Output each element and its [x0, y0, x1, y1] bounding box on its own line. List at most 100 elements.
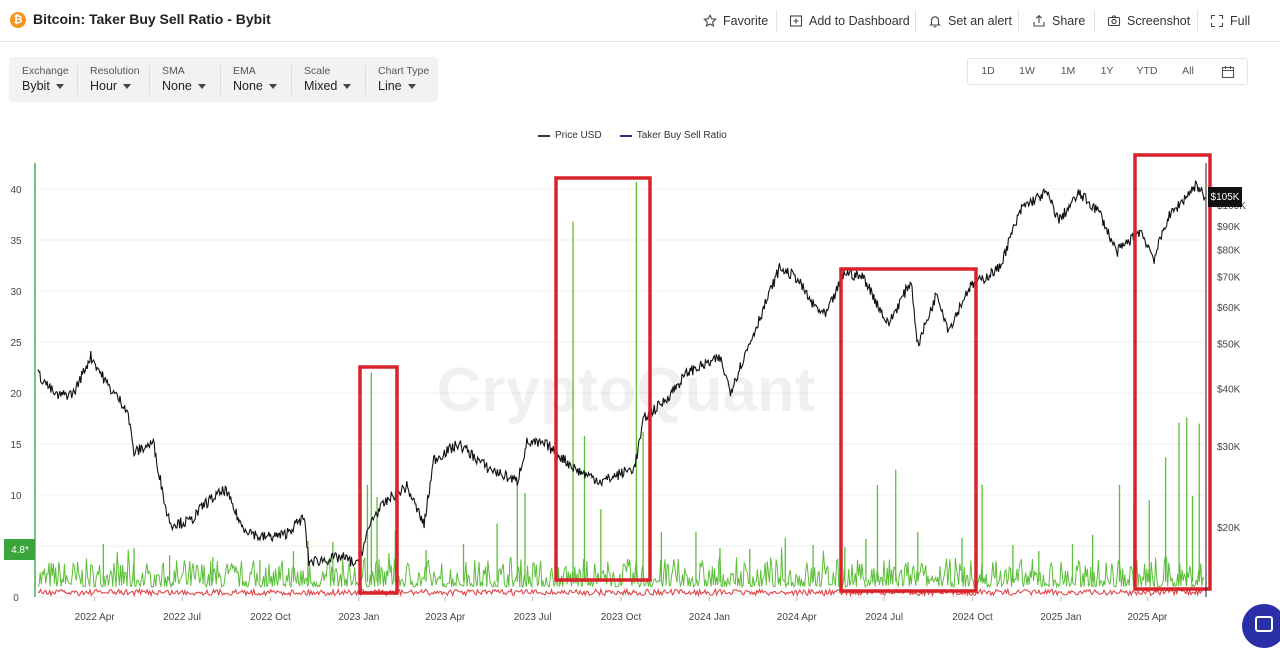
right-tick-label: $80K [1217, 246, 1241, 257]
x-tick-label: 2023 Apr [425, 612, 466, 623]
right-tick-label: $20K [1217, 523, 1241, 534]
range-1y-button[interactable]: 1Y [1100, 65, 1114, 77]
divider [1094, 10, 1095, 32]
screenshot-button[interactable]: Screenshot [1107, 12, 1190, 30]
chevron-down-icon [343, 83, 352, 89]
right-axis: $20K$30K$40K$50K$60K$70K$80K$90K$100K [1217, 201, 1246, 534]
favorite-button[interactable]: Favorite [703, 12, 768, 30]
left-tick-label: 20 [10, 389, 22, 400]
resolution-label: Resolution [90, 65, 140, 77]
favorite-label: Favorite [723, 14, 769, 28]
share-button[interactable]: Share [1032, 12, 1085, 30]
x-tick-label: 2024 Jul [865, 612, 903, 623]
exchange-label: Exchange [22, 65, 69, 77]
divider [77, 65, 78, 95]
x-tick-label: 2024 Apr [777, 612, 818, 623]
x-axis: 2022 Apr 2022 Jul 2022 Oct 2023 Jan 2023 Apr… [75, 597, 1168, 623]
highlight-box [358, 365, 399, 595]
highlight-box [554, 176, 652, 582]
chevron-down-icon [55, 83, 64, 89]
fullscreen-label: Full [1230, 14, 1251, 28]
header-bar: ₿ Bitcoin: Taker Buy Sell Ratio - Bybit … [0, 0, 1280, 42]
price-line [37, 180, 1206, 567]
set-alert-button[interactable]: Set an alert [928, 12, 1012, 30]
divider [915, 10, 916, 32]
divider [1197, 10, 1198, 32]
share-icon [1033, 14, 1045, 27]
left-tick-label: 30 [10, 287, 22, 298]
price-series [37, 180, 1206, 567]
current-ratio-badge [4, 539, 35, 560]
range-1m-button[interactable]: 1M [1060, 65, 1076, 77]
range-ytd-button[interactable]: YTD [1136, 65, 1158, 77]
divider [1018, 10, 1019, 32]
chart-area: CryptoQuant 0510152025303540 $20K$30K$40… [4, 153, 1246, 623]
legend-label: Price USD [555, 130, 602, 141]
right-tick-label: $40K [1217, 384, 1241, 395]
divider [365, 65, 366, 95]
right-tick-label: $70K [1217, 272, 1241, 283]
page-title: Bitcoin: Taker Buy Sell Ratio - Bybit [33, 11, 271, 27]
calendar-icon[interactable] [1221, 65, 1235, 79]
divider [776, 10, 777, 32]
left-tick-label: 40 [10, 185, 22, 196]
x-tick-label: 2023 Oct [601, 612, 642, 623]
ema-label: EMA [233, 65, 256, 77]
legend-item-ratio[interactable]: Taker Buy Sell Ratio [619, 130, 727, 141]
chart-controls: Exchange Bybit Resolution Hour SMA None … [9, 57, 438, 102]
sma-label: SMA [162, 65, 185, 77]
add-to-dashboard-label: Add to Dashboard [809, 14, 910, 28]
x-tick-label: 2022 Jul [163, 612, 201, 623]
x-tick-label: 2023 Jan [338, 612, 379, 623]
dashboard-add-icon [789, 15, 803, 27]
current-ratio-value: 4.8* [11, 545, 29, 556]
chevron-down-icon [268, 83, 277, 89]
left-tick-label: 25 [10, 338, 22, 349]
highlight-boxes [358, 153, 1212, 595]
chat-button[interactable] [1242, 604, 1280, 648]
current-price-value: $105K [1211, 192, 1240, 203]
highlight-box [839, 267, 978, 593]
left-tick-label: 15 [10, 440, 22, 451]
x-tick-label: 2022 Oct [250, 612, 291, 623]
range-all-button[interactable]: All [1182, 65, 1194, 77]
fullscreen-button[interactable]: Full [1210, 12, 1250, 30]
chart-legend: Price USD Taker Buy Sell Ratio [538, 130, 727, 141]
grid-lines [38, 188, 1205, 598]
divider [149, 65, 150, 95]
legend-label: Taker Buy Sell Ratio [636, 130, 727, 141]
sma-value: None [162, 79, 192, 93]
chevron-down-icon [197, 83, 206, 89]
x-tick-label: 2022 Apr [75, 612, 116, 623]
share-label: Share [1052, 14, 1086, 28]
right-tick-label: $50K [1217, 340, 1241, 351]
right-tick-label: $60K [1217, 303, 1241, 314]
divider [220, 65, 221, 95]
divider [291, 65, 292, 95]
legend-item-price[interactable]: Price USD [538, 130, 602, 141]
x-tick-label: 2024 Jan [689, 612, 730, 623]
ratio-low-band [37, 587, 1205, 598]
add-to-dashboard-button[interactable]: Add to Dashboard [789, 12, 910, 30]
current-price-badge [1208, 187, 1242, 207]
watermark: CryptoQuant [437, 356, 816, 425]
fullscreen-icon [1210, 14, 1224, 28]
scale-value: Mixed [304, 79, 338, 93]
resolution-value: Hour [90, 79, 118, 93]
left-tick-label: 35 [10, 236, 22, 247]
left-tick-label: 0 [13, 593, 19, 604]
range-1d-button[interactable]: 1D [981, 65, 995, 77]
camera-icon [1107, 15, 1121, 27]
bitcoin-icon: ₿ [10, 12, 26, 28]
time-range-selector: 1D 1W 1M 1Y YTD All [967, 58, 1248, 85]
highlight-box [1133, 153, 1212, 591]
x-tick-label: 2025 Apr [1127, 612, 1168, 623]
screenshot-label: Screenshot [1127, 14, 1191, 28]
star-icon [703, 14, 717, 27]
x-tick-label: 2024 Oct [952, 612, 993, 623]
set-alert-label: Set an alert [948, 14, 1012, 28]
exchange-value: Bybit [22, 79, 50, 93]
chart-type-label: Chart Type [378, 65, 430, 77]
range-1w-button[interactable]: 1W [1019, 65, 1035, 77]
chevron-down-icon [407, 83, 416, 89]
